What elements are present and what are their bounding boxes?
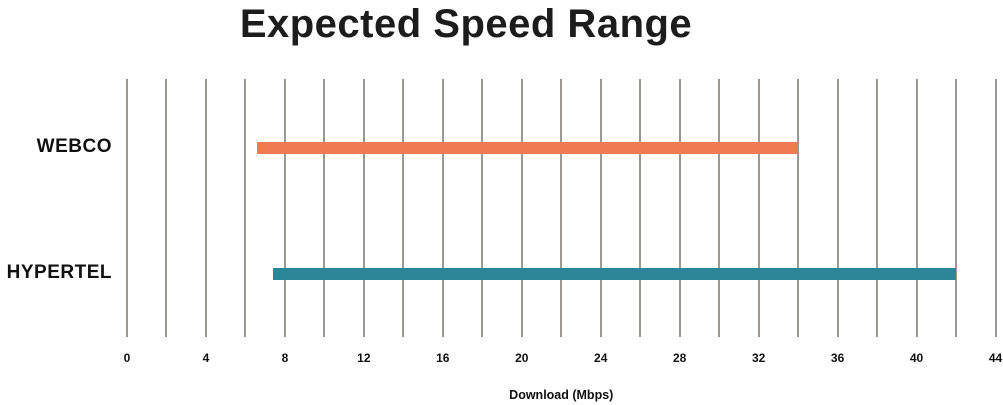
gridline — [204, 79, 207, 337]
x-tick-label: 12 — [357, 351, 371, 365]
gridline — [599, 79, 602, 337]
range-bar-webco — [257, 142, 799, 154]
x-tick-label: 32 — [751, 351, 766, 365]
gridline — [994, 79, 997, 337]
range-bar-hypertel — [273, 268, 957, 280]
gridline — [560, 79, 563, 337]
x-tick-label: 16 — [436, 351, 450, 365]
gridline — [402, 79, 405, 337]
x-tick-label: 44 — [988, 351, 1003, 365]
x-tick-label: 8 — [281, 351, 289, 365]
gridline — [639, 79, 642, 337]
gridline — [757, 79, 760, 337]
category-label-webco: WEBCO — [36, 136, 112, 157]
x-tick-label: 36 — [830, 351, 845, 365]
gridline — [520, 79, 523, 337]
gridline — [244, 79, 247, 337]
gridline — [797, 79, 800, 337]
gridline — [165, 79, 168, 337]
gridline — [362, 79, 365, 337]
gridline — [915, 79, 918, 337]
gridline — [718, 79, 721, 337]
gridline — [441, 79, 444, 337]
gridline — [481, 79, 484, 337]
gridline — [126, 79, 128, 337]
gridline — [876, 79, 879, 337]
x-tick-label: 20 — [515, 351, 529, 365]
gridline — [283, 79, 286, 337]
x-tick-label: 24 — [594, 351, 608, 365]
gridline — [836, 79, 839, 337]
x-axis-label: Download (Mbps) — [509, 388, 614, 402]
gridline — [955, 79, 958, 337]
x-tick-label: 4 — [202, 351, 210, 365]
x-tick-label: 0 — [123, 351, 131, 365]
x-tick-label: 28 — [672, 351, 687, 365]
gridline — [323, 79, 326, 337]
x-tick-label: 40 — [909, 351, 924, 365]
category-label-hypertel: HYPERTEL — [6, 262, 112, 283]
gridline — [678, 79, 681, 337]
chart-title: Expected Speed Range — [239, 2, 693, 46]
